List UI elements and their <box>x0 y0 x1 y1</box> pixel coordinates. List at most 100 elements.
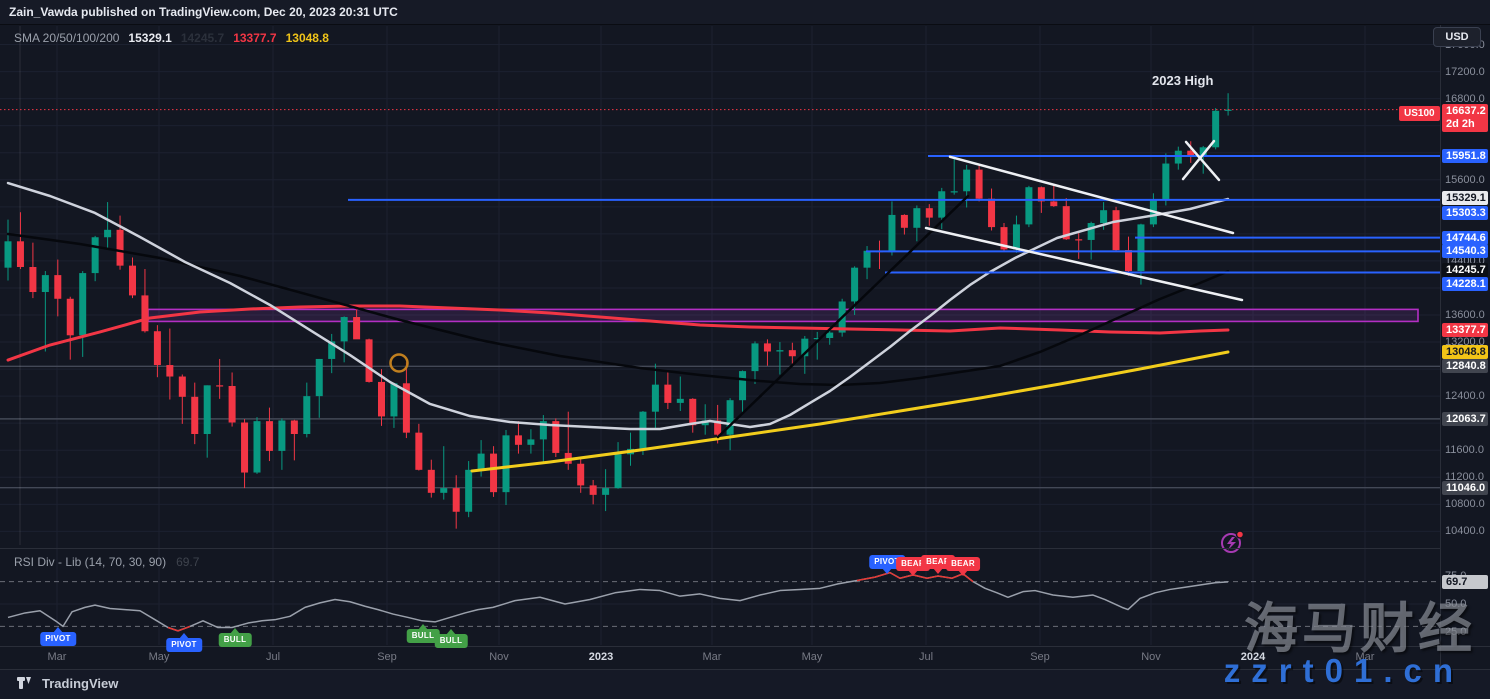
candle-body <box>801 338 809 357</box>
trendline[interactable] <box>948 155 1235 235</box>
price-level-label[interactable]: 14744.6 <box>1442 230 1488 245</box>
candle-body <box>614 454 622 489</box>
circle-marker[interactable] <box>389 353 409 373</box>
rsi-axis-tick[interactable]: 50.0 <box>1445 598 1467 610</box>
time-axis-tick[interactable]: 2023 <box>588 651 614 663</box>
price-axis-tick[interactable]: 17200.0 <box>1445 65 1485 78</box>
candle-body <box>427 469 435 493</box>
time-axis-tick[interactable]: Nov <box>489 651 509 663</box>
candle-up <box>315 358 323 418</box>
candle-down <box>178 374 186 424</box>
time-axis-tick[interactable]: Jul <box>265 651 281 663</box>
price-axis-tick[interactable]: 11600.0 <box>1445 444 1484 457</box>
candle-up <box>1162 153 1170 206</box>
candle-body <box>1087 223 1095 240</box>
candle-up <box>751 341 759 384</box>
price-axis-tick[interactable]: 13600.0 <box>1445 309 1485 321</box>
price-level-label[interactable]: 13048.8 <box>1442 345 1488 360</box>
price-level-label[interactable]: 14228.1 <box>1442 276 1488 291</box>
candle-body <box>751 343 759 372</box>
rsi-flag-bear[interactable]: BEAR <box>946 557 980 571</box>
lightning-circle-icon[interactable] <box>1221 533 1241 553</box>
price-axis-tick[interactable]: 13200.0 <box>1445 336 1485 349</box>
price-level-label[interactable]: 15329.1 <box>1442 191 1488 206</box>
rsi-flag-pointer <box>958 570 968 576</box>
price-level-label[interactable]: 14540.3 <box>1442 244 1488 259</box>
sma200-line <box>470 350 1230 473</box>
rsi-flag-bull[interactable]: BULL <box>406 629 440 643</box>
price-axis-tick[interactable]: 10800.0 <box>1445 498 1485 511</box>
rsi-flag-pivot[interactable]: PIVOT <box>166 638 202 652</box>
rsi-flag-bull[interactable]: BULL <box>434 634 468 648</box>
price-level-label[interactable]: 12840.8 <box>1442 359 1488 374</box>
price-axis-tick[interactable]: 10400.0 <box>1445 525 1485 538</box>
price-axis-tick[interactable]: 16800.0 <box>1445 92 1485 105</box>
time-axis-tick[interactable]: Mar <box>1355 651 1375 663</box>
currency-toggle-button[interactable]: USD <box>1433 27 1481 47</box>
candle-body <box>1050 201 1058 207</box>
candle-up <box>826 329 834 345</box>
rsi-axis-tick[interactable]: 25.0 <box>1445 626 1467 638</box>
time-axis-tick[interactable]: Jul <box>918 651 934 663</box>
time-axis-tick[interactable]: Mar <box>47 651 67 663</box>
high-annotation[interactable]: 2023 High <box>1152 73 1214 88</box>
candle-body <box>639 411 647 449</box>
candle-up <box>776 342 784 375</box>
price-axis-tick[interactable]: 12400.0 <box>1445 390 1485 403</box>
candle-up <box>739 370 747 413</box>
candle-body <box>1075 239 1083 241</box>
time-axis-tick[interactable]: May <box>148 651 170 663</box>
candle-down <box>490 446 498 497</box>
price-level-label[interactable]: 13377.7 <box>1442 323 1488 338</box>
candle-body <box>963 169 971 192</box>
candle-body <box>1125 250 1132 272</box>
time-axis-tick[interactable]: Sep <box>377 651 397 663</box>
candle-body <box>776 350 784 352</box>
tradingview-logo-text: TradingView <box>42 675 119 691</box>
price-level-label[interactable]: 11046.0 <box>1442 480 1488 495</box>
pane-separator[interactable] <box>0 548 1440 549</box>
trendline[interactable] <box>924 226 1244 302</box>
rsi-flag-pivot[interactable]: PIVOT <box>869 555 905 569</box>
sma50-value: 14245.7 <box>180 31 225 45</box>
candle-body <box>651 384 659 412</box>
candle-body <box>602 488 610 495</box>
candle-body <box>502 435 510 493</box>
candle-up <box>328 333 336 374</box>
rsi-legend[interactable]: RSI Div - Lib (14, 70, 30, 90) 69.7 <box>14 555 199 569</box>
supply-zone-rectangle[interactable] <box>147 308 1419 323</box>
price-level-label[interactable]: 15951.8 <box>1442 148 1488 163</box>
candle-body <box>315 358 323 397</box>
x-mark-stroke[interactable] <box>1181 139 1216 181</box>
candle-up <box>203 385 211 458</box>
rsi-flag-bull[interactable]: BULL <box>218 633 252 647</box>
candle-up <box>1012 215 1020 253</box>
price-axis-tick[interactable]: 15600.0 <box>1445 173 1485 186</box>
indicator-legend[interactable]: SMA 20/50/100/200 15329.1 14245.7 13377.7 13… <box>14 31 338 47</box>
x-mark-stroke[interactable] <box>1184 140 1221 182</box>
rsi-value-label[interactable]: 69.7 <box>1442 574 1488 589</box>
time-axis-tick[interactable]: Sep <box>1030 651 1050 663</box>
candle-up <box>1224 93 1232 116</box>
candle-body <box>925 208 933 218</box>
time-axis-tick[interactable]: May <box>801 651 823 663</box>
time-axis-tick[interactable]: Mar <box>702 651 722 663</box>
trendline[interactable] <box>716 194 970 439</box>
price-level-label[interactable]: 12063.7 <box>1442 411 1488 426</box>
candle-up <box>440 446 448 500</box>
candle-body <box>141 295 149 332</box>
candle-up <box>950 156 958 195</box>
time-axis-tick[interactable]: Nov <box>1141 651 1161 663</box>
price-axis-tick[interactable]: 11200.0 <box>1445 471 1484 484</box>
candle-down <box>1075 233 1083 259</box>
candle-body <box>216 385 224 387</box>
tradingview-logo[interactable]: TradingView <box>17 675 118 691</box>
price-level-label[interactable]: 15303.3 <box>1442 205 1488 220</box>
candle-body <box>129 265 136 296</box>
candle-body <box>826 332 834 338</box>
price-level-label[interactable]: 14245.7 <box>1442 263 1488 278</box>
rsi-flag-pivot[interactable]: PIVOT <box>40 632 76 646</box>
candle-body <box>527 439 535 445</box>
time-axis-tick[interactable]: 2024 <box>1240 651 1266 663</box>
